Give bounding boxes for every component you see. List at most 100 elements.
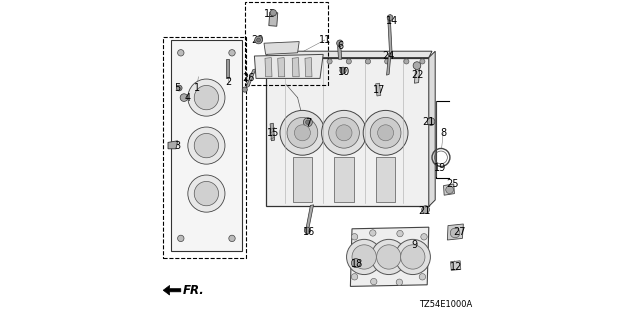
Polygon shape [270, 123, 275, 141]
Polygon shape [278, 58, 285, 77]
Circle shape [404, 59, 409, 64]
Text: 1: 1 [194, 83, 200, 93]
Circle shape [351, 234, 358, 240]
Circle shape [294, 125, 310, 141]
Circle shape [451, 228, 460, 238]
Polygon shape [415, 67, 420, 83]
Polygon shape [334, 157, 354, 202]
Polygon shape [305, 58, 312, 77]
Circle shape [351, 259, 360, 268]
Text: 21: 21 [418, 206, 430, 216]
Text: 12: 12 [450, 262, 462, 272]
Text: 8: 8 [440, 128, 446, 138]
Text: 26: 26 [242, 73, 254, 84]
Polygon shape [293, 157, 312, 202]
Text: 22: 22 [412, 70, 424, 80]
Circle shape [280, 110, 324, 155]
Circle shape [257, 38, 260, 42]
Circle shape [305, 227, 311, 234]
Circle shape [270, 10, 276, 16]
Circle shape [421, 234, 428, 240]
Text: 2: 2 [226, 76, 232, 87]
Text: 4: 4 [184, 92, 190, 103]
Text: 10: 10 [338, 67, 350, 77]
Text: 16: 16 [303, 227, 315, 237]
Polygon shape [246, 69, 256, 88]
Polygon shape [168, 141, 178, 149]
Circle shape [290, 59, 295, 64]
Circle shape [352, 245, 376, 269]
Polygon shape [388, 19, 392, 58]
Polygon shape [351, 227, 429, 286]
Text: 24: 24 [383, 51, 395, 61]
Circle shape [327, 59, 332, 64]
Text: 14: 14 [386, 16, 398, 26]
Polygon shape [447, 224, 463, 240]
Text: 13: 13 [264, 9, 276, 20]
Circle shape [413, 62, 421, 69]
Polygon shape [254, 54, 323, 78]
Circle shape [255, 36, 262, 44]
Text: 20: 20 [252, 35, 264, 45]
Circle shape [308, 59, 313, 64]
Circle shape [329, 117, 360, 148]
Polygon shape [269, 12, 278, 26]
Text: FR.: FR. [182, 284, 204, 297]
Circle shape [446, 186, 453, 194]
Circle shape [364, 110, 408, 155]
Text: 5: 5 [175, 83, 180, 93]
Polygon shape [266, 51, 432, 58]
Polygon shape [387, 53, 391, 75]
Polygon shape [376, 83, 381, 96]
Circle shape [371, 239, 406, 275]
Polygon shape [444, 184, 454, 195]
Polygon shape [338, 46, 342, 59]
Circle shape [229, 235, 236, 242]
Circle shape [385, 59, 390, 64]
Circle shape [273, 59, 278, 64]
Polygon shape [429, 51, 435, 206]
Circle shape [365, 59, 371, 64]
Circle shape [178, 50, 184, 56]
Circle shape [351, 274, 358, 280]
Text: 27: 27 [453, 227, 465, 237]
Text: 11: 11 [319, 35, 331, 45]
Text: 19: 19 [434, 163, 446, 173]
Circle shape [177, 85, 182, 91]
Circle shape [322, 110, 366, 155]
Text: TZ54E1000A: TZ54E1000A [419, 300, 472, 309]
Text: 15: 15 [268, 128, 280, 138]
Polygon shape [306, 205, 314, 229]
Circle shape [428, 118, 435, 125]
Circle shape [303, 118, 312, 127]
Circle shape [195, 85, 219, 110]
Circle shape [188, 127, 225, 164]
Circle shape [243, 87, 248, 92]
Circle shape [340, 67, 346, 74]
Circle shape [188, 175, 225, 212]
Text: 17: 17 [373, 84, 385, 95]
Polygon shape [163, 285, 181, 295]
Polygon shape [266, 58, 429, 206]
Circle shape [419, 274, 426, 280]
Circle shape [229, 50, 236, 56]
Text: 18: 18 [351, 259, 363, 269]
Circle shape [420, 59, 425, 64]
Polygon shape [376, 157, 396, 202]
Circle shape [396, 279, 403, 285]
Polygon shape [292, 58, 300, 77]
Circle shape [401, 245, 425, 269]
Polygon shape [264, 42, 300, 54]
Circle shape [376, 245, 401, 269]
Circle shape [346, 59, 351, 64]
Circle shape [378, 125, 394, 141]
Circle shape [180, 94, 188, 101]
Circle shape [371, 278, 377, 285]
Circle shape [195, 133, 219, 158]
Text: 3: 3 [175, 140, 180, 151]
Text: 7: 7 [306, 118, 312, 128]
Circle shape [195, 181, 219, 206]
Circle shape [188, 79, 225, 116]
Circle shape [287, 117, 317, 148]
Polygon shape [451, 261, 461, 270]
